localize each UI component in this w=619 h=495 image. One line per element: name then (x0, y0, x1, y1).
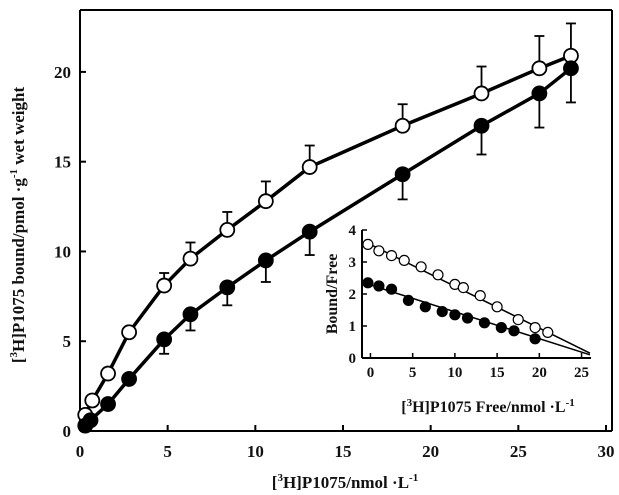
inset-point-filled (478, 317, 491, 329)
inset-point-filled (402, 294, 415, 306)
inset-x-tick-label: 15 (490, 365, 505, 381)
inset-x-tick-label: 20 (532, 365, 547, 381)
inset-point-filled (529, 333, 541, 345)
inset-point-open (415, 261, 427, 273)
y-tick-label: 5 (63, 332, 72, 351)
data-point-filled (219, 279, 236, 296)
x-tick-label: 0 (76, 442, 85, 461)
inset-x-tick-label: 10 (447, 365, 462, 381)
x-tick-label: 5 (163, 442, 172, 461)
main-x-axis-title: [3H]P1075/nmol ·L-1 (272, 472, 418, 492)
inset-point-open (373, 245, 385, 257)
data-point-filled (100, 396, 116, 412)
inset-point-open (474, 290, 486, 302)
inset-x-tick-label: 0 (367, 365, 375, 381)
inset-point-filled (495, 322, 507, 334)
data-point-filled (257, 252, 274, 269)
inset-point-open (491, 301, 503, 313)
data-point-open (156, 277, 173, 294)
inset-y-axis-title: Bound/Free (324, 254, 341, 335)
data-point-open (531, 60, 548, 77)
inset-x-axis-title: [3H]P1075 Free/nmol ·L-1 (401, 397, 574, 416)
inset-point-open (542, 326, 554, 338)
inset-point-filled (419, 301, 431, 313)
x-tick-label: 30 (598, 442, 615, 461)
inset-y-tick-label: 4 (349, 223, 357, 239)
inset-point-open (457, 282, 469, 294)
inset-chart-series (362, 238, 591, 356)
data-point-filled (121, 371, 137, 387)
data-point-filled (394, 166, 411, 183)
data-point-open (473, 85, 490, 102)
main-chart-series (77, 22, 579, 434)
inset-point-filled (362, 277, 374, 289)
data-point-filled (82, 412, 99, 429)
data-point-filled (563, 60, 579, 77)
inset-fit-line-filled (363, 282, 591, 356)
inset-x-tick-label: 5 (409, 365, 417, 381)
inset-point-filled (385, 283, 398, 295)
inset-point-filled (449, 309, 461, 321)
inset-y-tick-label: 3 (349, 255, 357, 271)
data-point-filled (182, 306, 199, 323)
inset-y-tick-label: 1 (349, 319, 357, 335)
x-tick-label: 10 (247, 442, 264, 461)
inset-point-open (512, 314, 524, 326)
data-point-open (121, 324, 137, 341)
x-tick-label: 25 (510, 442, 527, 461)
data-point-open (301, 159, 318, 175)
data-point-open (84, 392, 101, 409)
y-tick-label: 10 (54, 242, 71, 261)
data-point-open (182, 250, 199, 267)
data-point-open (394, 117, 411, 134)
inset-point-filled (508, 325, 520, 337)
inset-point-open (385, 250, 398, 262)
inset-point-open (398, 254, 410, 266)
inset-y-tick-label: 2 (349, 287, 357, 303)
data-point-open (219, 222, 236, 238)
y-tick-label: 15 (54, 153, 71, 172)
data-point-filled (531, 85, 548, 102)
data-point-filled (156, 331, 173, 348)
inset-point-open (362, 238, 374, 250)
inset-point-filled (373, 280, 385, 292)
series-line-open (83, 54, 572, 416)
data-point-filled (473, 117, 490, 134)
inset-point-filled (461, 312, 474, 324)
inset-y-tick-label: 0 (349, 351, 357, 367)
y-tick-label: 20 (54, 63, 71, 82)
inset-point-open (432, 269, 444, 281)
inset-point-filled (436, 306, 448, 318)
data-point-open (100, 365, 116, 382)
data-point-filled (301, 223, 318, 240)
inset-x-tick-label: 25 (574, 365, 589, 381)
inset-point-open (529, 322, 541, 334)
data-point-open (257, 193, 274, 210)
y-tick-label: 0 (63, 422, 72, 441)
main-y-axis-title: [3H]P1075 bound/pmol ·g-1 wet weight (8, 87, 28, 364)
x-tick-label: 20 (422, 442, 439, 461)
inset-chart-axes: 0 5 10 15 20 25 0 1 2 3 4 (349, 223, 591, 381)
x-tick-label: 15 (335, 442, 352, 461)
